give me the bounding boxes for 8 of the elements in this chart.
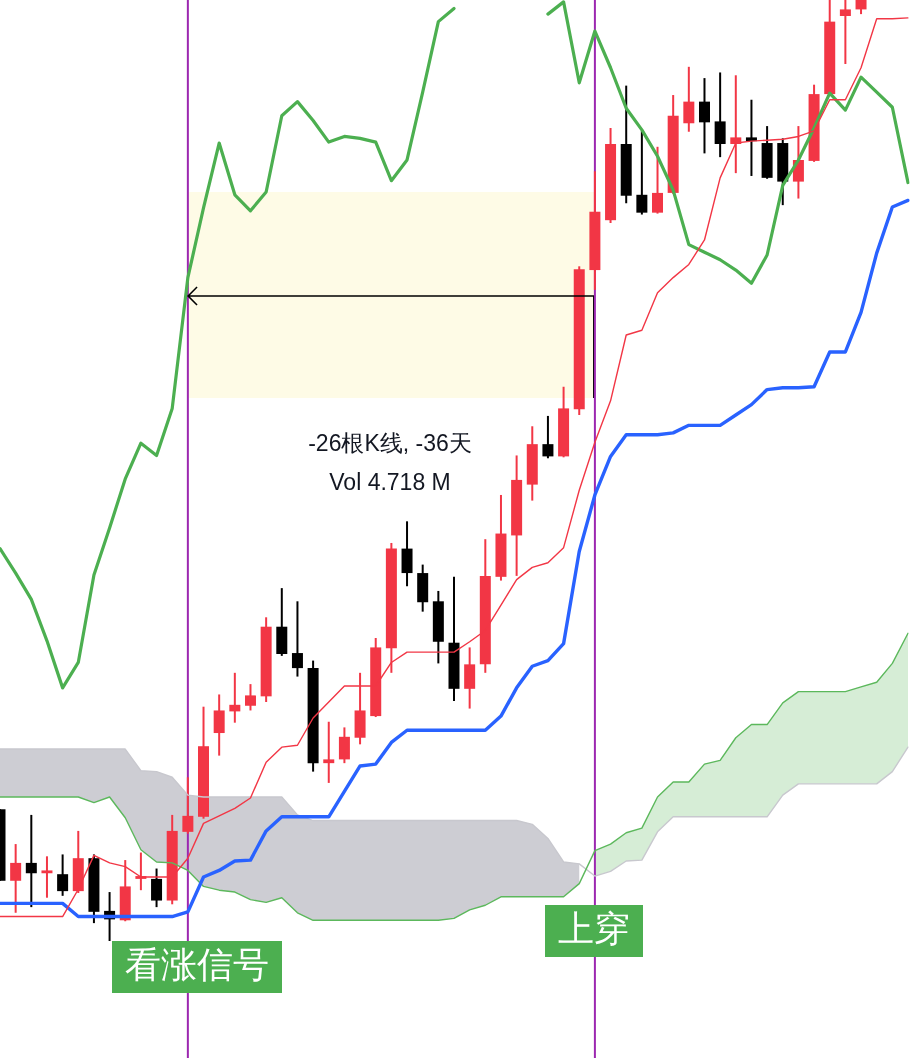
annotation: Vol 4.718 M bbox=[329, 469, 451, 496]
candlestick bbox=[730, 75, 742, 174]
candlestick bbox=[323, 721, 335, 783]
label-tag: 上穿 bbox=[545, 905, 643, 957]
candlestick bbox=[745, 99, 757, 176]
candlestick bbox=[41, 856, 53, 898]
label-tag: 看涨信号 bbox=[112, 941, 282, 993]
annotation: -26根K线, -36天 bbox=[308, 430, 472, 457]
